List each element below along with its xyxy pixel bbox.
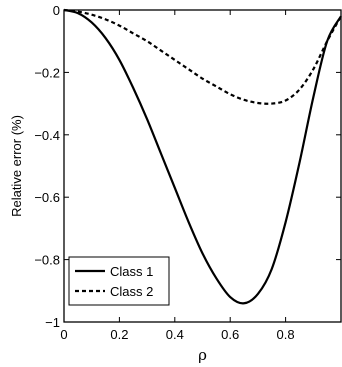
x-tick-label: 0.8 <box>277 327 295 342</box>
series-lines <box>63 8 342 305</box>
legend: Class 1 Class 2 <box>68 256 170 306</box>
y-ticks: 0 −0.2 −0.4 −0.6 −0.8 −1 <box>34 3 341 330</box>
x-ticks: 0 0.2 0.4 0.6 0.8 <box>60 10 295 342</box>
y-tick-label: 0 <box>53 3 60 18</box>
legend-box <box>68 256 170 306</box>
y-tick-label: −0.4 <box>34 128 60 143</box>
y-axis-label: Relative error (%) <box>9 115 24 217</box>
y-tick-label: −0.6 <box>34 190 60 205</box>
series-line-2 <box>63 8 342 105</box>
series-line-1 <box>63 8 342 305</box>
x-tick-label: 0 <box>60 327 67 342</box>
y-tick-label: −1 <box>45 315 60 330</box>
legend-label: Class 2 <box>110 284 153 299</box>
x-tick-label: 0.4 <box>166 327 184 342</box>
x-axis-label: ρ <box>198 346 207 364</box>
plot-frame <box>63 9 342 323</box>
y-tick-label: −0.8 <box>34 253 60 268</box>
x-tick-label: 0.2 <box>110 327 128 342</box>
legend-label: Class 1 <box>110 264 153 279</box>
y-tick-label: −0.2 <box>34 65 60 80</box>
plot-area: 0 0.2 0.4 0.6 0.8 0 −0.2 −0.4 −0.6 −0.8 −1 Class … <box>34 3 342 342</box>
x-tick-label: 0.6 <box>221 327 239 342</box>
